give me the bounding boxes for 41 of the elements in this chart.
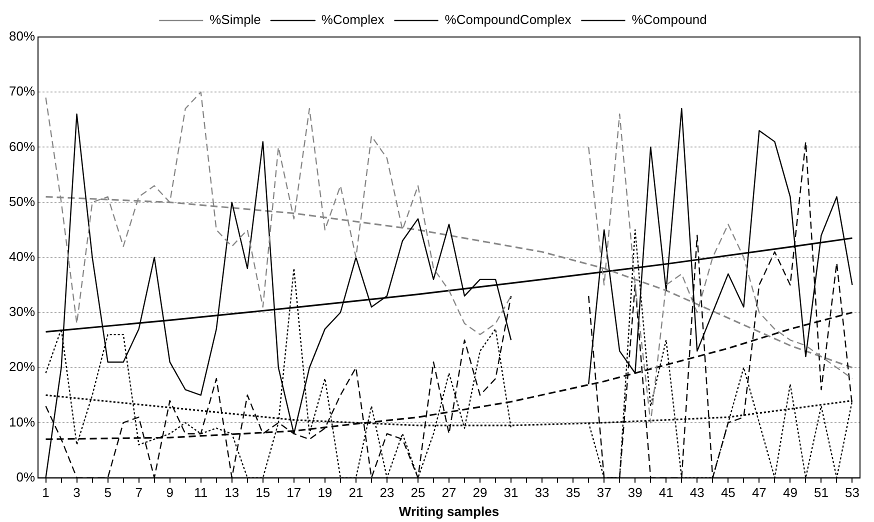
x-tick-label: 17: [286, 485, 302, 500]
y-tick-label: 0%: [16, 469, 36, 484]
x-tick-label: 35: [566, 485, 580, 500]
x-tick-label: 47: [752, 485, 766, 500]
x-tick-label: 51: [814, 485, 828, 500]
x-tick-label: 21: [348, 485, 364, 500]
x-tick-label: 25: [410, 485, 426, 500]
x-tick-label: 43: [690, 485, 704, 500]
x-axis-title: Writing samples: [398, 504, 500, 519]
y-tick-label: 20%: [8, 359, 36, 374]
legend-label: %Simple: [210, 12, 261, 28]
x-tick-label: 19: [318, 485, 332, 500]
x-tick-label: 7: [135, 485, 142, 500]
y-tick-label: 80%: [8, 28, 36, 44]
x-tick-label: 39: [628, 485, 642, 500]
x-tick-label: 29: [472, 485, 488, 500]
x-tick-label: 1: [42, 485, 50, 500]
x-tick-label: 3: [73, 485, 80, 500]
legend-label: %CompoundComplex: [444, 12, 572, 28]
x-tick-label: 15: [256, 485, 270, 500]
x-tick-label: 23: [380, 485, 394, 500]
x-tick-label: 53: [845, 485, 860, 500]
y-tick-label: 30%: [8, 304, 36, 320]
x-tick-label: 41: [658, 485, 674, 500]
y-tick-label: 40%: [8, 248, 36, 264]
x-tick-label: 49: [782, 485, 798, 500]
x-tick-label: 9: [166, 485, 174, 500]
legend-label: %Compound: [632, 12, 707, 28]
y-tick-label: 60%: [8, 138, 36, 154]
x-tick-label: 33: [534, 485, 550, 500]
x-tick-label: 45: [720, 485, 736, 500]
x-tick-label: 27: [442, 485, 456, 500]
y-tick-label: 70%: [8, 84, 36, 99]
y-tick-label: 10%: [8, 414, 36, 430]
y-tick-label: 50%: [8, 194, 36, 209]
x-tick-label: 13: [224, 485, 240, 500]
x-tick-label: 11: [194, 485, 208, 500]
legend-label: %Complex: [321, 12, 385, 28]
x-tick-label: 37: [596, 485, 612, 500]
x-tick-label: 31: [504, 485, 518, 500]
x-tick-label: 5: [104, 485, 112, 500]
